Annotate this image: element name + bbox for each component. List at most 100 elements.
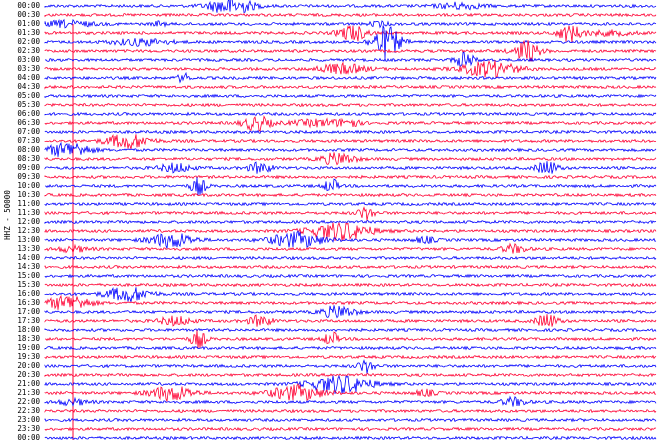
- trace: [44, 39, 657, 62]
- trace: [44, 273, 657, 279]
- trace: [44, 115, 657, 132]
- row-time-label: 02:30: [17, 46, 40, 55]
- trace: [44, 51, 657, 68]
- trace: [44, 25, 657, 43]
- trace: [44, 174, 657, 180]
- trace: [44, 133, 657, 150]
- trace: [44, 345, 657, 351]
- trace: [44, 255, 657, 261]
- row-time-label: 04:00: [17, 73, 40, 82]
- row-time-label: 22:00: [17, 397, 40, 406]
- trace: [44, 327, 657, 333]
- trace: [44, 286, 657, 303]
- row-time-label: 01:00: [17, 19, 40, 28]
- trace: [44, 282, 657, 288]
- trace: [44, 305, 657, 319]
- trace: [44, 222, 657, 242]
- row-time-label: 02:00: [17, 37, 40, 46]
- trace: [44, 18, 657, 29]
- row-time-label: 06:30: [17, 118, 40, 127]
- row-time-label: 15:30: [17, 280, 40, 289]
- row-time-label: 22:30: [17, 406, 40, 415]
- trace: [44, 435, 657, 440]
- row-time-label: 19:30: [17, 352, 40, 361]
- row-time-label: 09:30: [17, 172, 40, 181]
- trace: [44, 408, 657, 414]
- trace: [44, 141, 657, 157]
- trace: [44, 152, 657, 166]
- row-time-label: 13:30: [17, 244, 40, 253]
- trace: [44, 354, 657, 360]
- row-time-label: 03:00: [17, 55, 40, 64]
- row-time-label: 10:30: [17, 190, 40, 199]
- trace: [44, 161, 657, 174]
- trace: [44, 330, 657, 349]
- row-time-label: 19:00: [17, 343, 40, 352]
- trace: [44, 177, 657, 196]
- row-time-label: 09:00: [17, 163, 40, 172]
- row-time-label: 03:30: [17, 64, 40, 73]
- row-time-label: 05:30: [17, 100, 40, 109]
- trace: [44, 0, 657, 14]
- row-time-label: 18:00: [17, 325, 40, 334]
- trace: [44, 84, 657, 90]
- trace: [44, 192, 657, 198]
- row-time-label: 14:00: [17, 253, 40, 262]
- trace: [44, 206, 657, 221]
- row-time-label: 16:30: [17, 298, 40, 307]
- trace: [44, 111, 657, 117]
- row-time-label: 01:30: [17, 28, 40, 37]
- row-time-label: 21:00: [17, 379, 40, 388]
- trace: [44, 417, 657, 423]
- row-time-label: 11:00: [17, 199, 40, 208]
- row-time-label: 07:30: [17, 136, 40, 145]
- row-time-label: 11:30: [17, 208, 40, 217]
- row-time-label: 04:30: [17, 82, 40, 91]
- trace: [44, 314, 657, 327]
- row-time-label: 05:00: [17, 91, 40, 100]
- trace: [44, 372, 657, 378]
- trace: [44, 102, 657, 108]
- row-time-label: 20:00: [17, 361, 40, 370]
- row-time-label: 15:00: [17, 271, 40, 280]
- trace: [44, 12, 657, 18]
- row-time-label: 23:00: [17, 415, 40, 424]
- row-time-label: 08:30: [17, 154, 40, 163]
- trace: [44, 264, 657, 270]
- trace: [44, 359, 657, 374]
- row-time-label: 17:30: [17, 316, 40, 325]
- row-time-label: 23:30: [17, 424, 40, 433]
- row-time-label: 18:30: [17, 334, 40, 343]
- trace: [44, 71, 657, 84]
- row-time-label: 00:00: [17, 1, 40, 10]
- trace: [44, 426, 657, 432]
- trace: [44, 201, 657, 207]
- trace: [44, 242, 657, 254]
- row-time-label: 00:00: [17, 433, 40, 440]
- trace: [44, 219, 657, 225]
- row-time-label: 12:00: [17, 217, 40, 226]
- trace: [44, 25, 657, 59]
- row-time-label: 08:00: [17, 145, 40, 154]
- trace: [44, 93, 657, 99]
- row-time-label: 21:30: [17, 388, 40, 397]
- row-time-label: 00:30: [17, 10, 40, 19]
- row-time-label: 12:30: [17, 226, 40, 235]
- station-label: HHZ - 50000: [3, 190, 12, 240]
- row-time-label: 17:00: [17, 307, 40, 316]
- trace: [44, 375, 657, 395]
- row-time-label: 14:30: [17, 262, 40, 271]
- row-time-label: 10:00: [17, 181, 40, 190]
- row-time-label: 16:00: [17, 289, 40, 298]
- trace: [44, 294, 657, 310]
- trace: [44, 383, 657, 402]
- trace: [44, 60, 657, 78]
- row-time-label: 20:30: [17, 370, 40, 379]
- trace: [44, 395, 657, 407]
- row-time-label: 06:00: [17, 109, 40, 118]
- trace: [44, 230, 657, 249]
- row-time-label: 07:00: [17, 127, 40, 136]
- trace: [44, 129, 657, 135]
